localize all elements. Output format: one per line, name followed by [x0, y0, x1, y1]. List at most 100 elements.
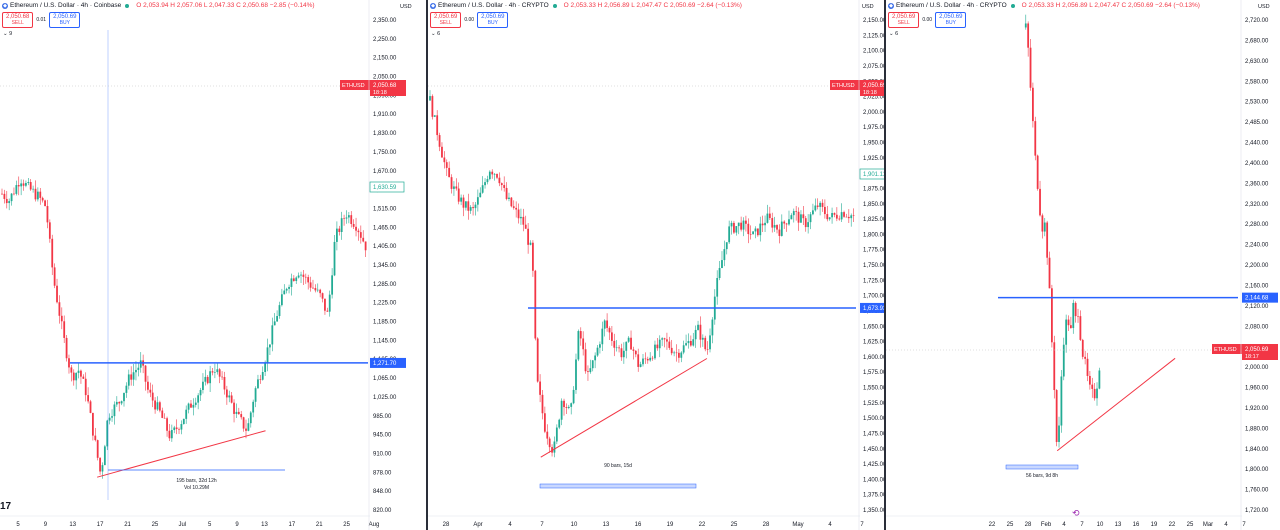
candle-body [733, 222, 735, 233]
candle-body [187, 403, 190, 410]
market-open-icon [1010, 3, 1015, 8]
candle-body [44, 200, 46, 207]
candle-body [802, 214, 805, 219]
candle-body [63, 321, 66, 338]
candle-body [630, 337, 632, 350]
symbol-tag [1212, 344, 1242, 354]
chart-3-canvas[interactable]: 2,720.00 2,680.00 2,630.00 2,580.00 2,530.00… [886, 0, 1280, 530]
chart-1-indicators-toggle[interactable]: ⌄ 9 [3, 31, 13, 37]
chart-3-trade-box: 2,050.69 SELL 0.00 2,050.69 BUY [888, 12, 967, 28]
candle-body [108, 417, 111, 421]
chart-2-symbol-title[interactable]: Ethereum / U.S. Dollar · 4h · CRYPTO [438, 2, 549, 9]
time-axis-tick: Aug [369, 522, 380, 528]
candle-body [1024, 23, 1027, 28]
candle-body [563, 400, 565, 408]
market-open-icon [552, 3, 557, 8]
candle-body [807, 222, 810, 228]
price-axis-tick: 1,910.00 [373, 112, 397, 118]
chart-3-symbol-title[interactable]: Ethereum / U.S. Dollar · 4h · CRYPTO [896, 2, 1007, 9]
indicator-count: 6 [437, 31, 441, 37]
candle-body [661, 338, 664, 340]
candle-body [812, 210, 814, 215]
candle-body [524, 224, 527, 229]
candle-body [577, 331, 580, 360]
candle-body [620, 348, 623, 358]
ethereum-logo-icon: ◆ [430, 2, 436, 9]
candle-body [778, 229, 781, 236]
measure-label: 90 bars, 15d [604, 463, 632, 469]
price-axis-tick: 1,960.00 [1245, 386, 1269, 392]
candle-body [448, 167, 451, 178]
candle-body [13, 193, 15, 195]
crosshair-price-text: 1,901.11 [863, 172, 884, 178]
price-axis-tick: 2,120.00 [1245, 304, 1269, 310]
price-axis-tick: 1,750.00 [373, 150, 397, 156]
candle-body [596, 347, 599, 356]
candle-body [512, 206, 515, 208]
candle-body [548, 438, 551, 448]
candle-body [826, 214, 829, 220]
replay-icon[interactable]: ⟲ [1072, 508, 1080, 518]
candle-body [709, 335, 711, 350]
price-axis-tick: 1,185.00 [373, 320, 397, 326]
chart-1-sell-button[interactable]: 2,050.68 SELL [2, 12, 34, 28]
time-axis-tick: Apr [473, 522, 482, 528]
candle-body [27, 182, 30, 184]
candle-body [438, 135, 441, 147]
candle-body [60, 315, 63, 322]
candle-body [742, 220, 745, 230]
candle-body [190, 403, 192, 408]
candle-body [503, 185, 506, 188]
spread-value: 0.00 [922, 17, 933, 23]
sell-price: 2,050.69 [892, 14, 916, 20]
candle-body [283, 290, 286, 295]
pane-divider-2[interactable] [884, 0, 886, 530]
time-axis-tick: 19 [667, 522, 674, 528]
chart-2-sell-button[interactable]: 2,050.69 SELL [430, 12, 462, 28]
chart-2-legend: ◆ Ethereum / U.S. Dollar · 4h · CRYPTO O… [430, 2, 742, 9]
ethereum-logo-icon: ◆ [888, 2, 894, 9]
chart-2-indicators-toggle[interactable]: ⌄ 6 [431, 31, 441, 37]
symbol-tag [340, 80, 370, 90]
candle-body [302, 274, 305, 277]
candle-body [441, 146, 443, 158]
chart-3-sell-button[interactable]: 2,050.69 SELL [888, 12, 920, 28]
chart-pane-2[interactable]: 2,150.002,125.002,100.002,075.002,050.00… [428, 0, 884, 530]
pane-divider-1[interactable] [426, 0, 428, 530]
candle-body [488, 171, 491, 180]
candle-body [1032, 87, 1034, 122]
time-axis-tick: 10 [1097, 522, 1104, 528]
price-axis-tick: 985.00 [373, 414, 392, 420]
candle-body [429, 96, 431, 101]
chart-3-indicators-toggle[interactable]: ⌄ 6 [889, 31, 899, 37]
candle-body [72, 372, 75, 381]
symbol-tag [830, 80, 860, 90]
tradingview-logo-icon[interactable]: 17 [0, 501, 12, 512]
chart-3-buy-button[interactable]: 2,050.69 BUY [935, 12, 967, 28]
candle-body [106, 420, 109, 447]
chart-pane-3[interactable]: 2,720.00 2,680.00 2,630.00 2,580.00 2,530.00… [886, 0, 1280, 530]
candle-body [783, 221, 786, 224]
chart-1-currency: USD [400, 4, 412, 10]
candle-body [610, 332, 613, 341]
market-open-icon [125, 3, 130, 8]
candle-body [340, 218, 343, 232]
candle-body [469, 207, 472, 211]
price-axis-tick: 2,075.00 [863, 64, 884, 70]
chart-1-symbol-title[interactable]: Ethereum / U.S. Dollar · 4h · Coinbase [10, 2, 122, 9]
candle-body [474, 204, 477, 209]
candle-body [163, 417, 166, 419]
candle-body [324, 298, 326, 311]
chart-pane-1[interactable]: 2,350.00 2,250.00 2,150.00 2,050.00 1,990.00… [0, 0, 426, 530]
time-axis-tick: May [792, 522, 803, 528]
chart-1-canvas[interactable]: 2,350.00 2,250.00 2,150.00 2,050.00 1,990.00… [0, 0, 426, 530]
candle-body [637, 354, 640, 367]
candle-body [46, 206, 49, 223]
chart-1-trade-box: 2,050.68 SELL 0.01 2,050.69 BUY [2, 12, 81, 28]
time-axis-tick: 7 [1242, 522, 1246, 528]
chart-2-buy-button[interactable]: 2,050.69 BUY [477, 12, 509, 28]
candle-body [505, 187, 508, 199]
chart-2-canvas[interactable]: 2,150.002,125.002,100.002,075.002,050.00… [428, 0, 884, 530]
candle-body [230, 395, 233, 403]
chart-1-buy-button[interactable]: 2,050.69 BUY [49, 12, 81, 28]
